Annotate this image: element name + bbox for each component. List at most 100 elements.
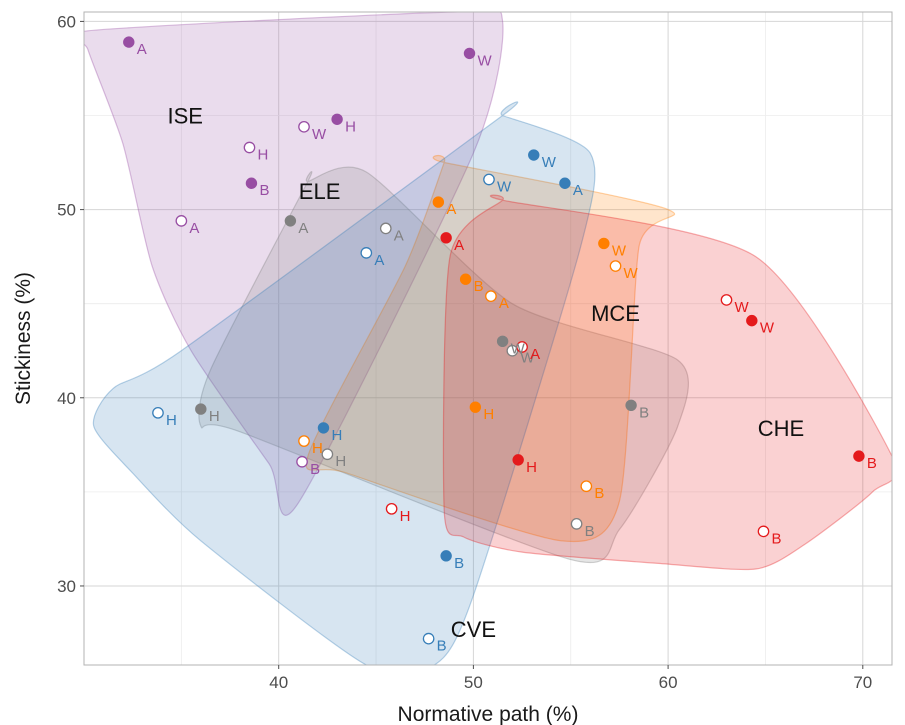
data-point — [360, 247, 373, 259]
point-label: H — [526, 459, 537, 476]
data-point — [298, 435, 310, 447]
data-point — [516, 341, 528, 353]
data-point — [175, 215, 188, 227]
data-point — [746, 314, 758, 327]
data-point — [528, 149, 540, 161]
group-label-cve: CVE — [451, 617, 496, 642]
x-tick-label: 60 — [659, 673, 678, 692]
x-tick-label: 50 — [464, 673, 483, 692]
data-point — [469, 401, 482, 413]
data-point — [580, 480, 593, 493]
hull-che — [442, 194, 892, 571]
point-label: W — [624, 265, 639, 282]
point-label: B — [437, 638, 447, 655]
x-tick-label: 70 — [853, 673, 872, 692]
point-label: A — [137, 41, 147, 58]
data-point — [331, 113, 343, 125]
data-points — [123, 36, 865, 645]
data-point — [298, 120, 310, 133]
point-label: B — [585, 523, 595, 540]
data-point — [485, 290, 497, 303]
point-label: H — [400, 508, 411, 525]
point-label: W — [497, 178, 512, 195]
data-point — [440, 550, 452, 562]
point-label: A — [499, 295, 509, 312]
data-point — [757, 525, 770, 538]
point-label: H — [257, 146, 268, 163]
point-label: B — [474, 278, 484, 295]
point-label: B — [867, 455, 877, 472]
y-tick-label: 40 — [57, 389, 76, 408]
point-label: B — [454, 555, 464, 572]
x-tick-label: 40 — [269, 673, 288, 692]
y-tick-label: 30 — [57, 577, 76, 596]
hull-ele — [198, 166, 689, 564]
panel-border — [83, 11, 893, 666]
point-label: H — [483, 406, 494, 423]
point-label: W — [612, 242, 627, 259]
data-point — [559, 177, 571, 189]
data-point — [296, 455, 308, 468]
point-label: A — [454, 237, 464, 254]
point-label: B — [259, 182, 269, 199]
data-point — [195, 403, 207, 415]
group-labels: ISE ELE MCE CVE CHE — [168, 104, 805, 643]
y-tick-label: 60 — [57, 12, 76, 31]
y-tick-label: 50 — [57, 201, 76, 220]
point-label: B — [639, 404, 649, 421]
data-point — [483, 173, 495, 186]
point-label: A — [189, 220, 199, 237]
data-point — [506, 344, 519, 357]
grid — [83, 12, 892, 665]
point-label: W — [478, 52, 493, 69]
point-label: W — [760, 320, 775, 337]
group-label-ise: ISE — [168, 104, 203, 129]
data-point — [598, 237, 610, 250]
data-point — [422, 632, 435, 645]
point-label: A — [374, 252, 384, 269]
group-label-ele: ELE — [299, 179, 341, 204]
data-point — [570, 518, 583, 530]
data-point — [496, 335, 509, 348]
group-hulls — [84, 12, 892, 665]
x-axis-title: Normative path (%) — [398, 703, 579, 725]
point-label: H — [209, 408, 220, 425]
point-label: W — [520, 350, 535, 367]
hull-cve — [92, 101, 596, 665]
data-point — [432, 196, 445, 208]
data-point — [440, 232, 452, 244]
point-label: A — [530, 346, 540, 363]
point-label: A — [573, 182, 583, 199]
point-label: A — [446, 201, 456, 218]
point-label: H — [312, 440, 323, 457]
point-label: B — [310, 461, 320, 478]
point-label: W — [735, 299, 750, 316]
axis-ticks: 40 50 60 70 30 40 50 60 — [57, 12, 872, 692]
point-label: H — [345, 118, 356, 135]
point-label: W — [511, 340, 526, 357]
point-label: H — [166, 412, 177, 429]
data-point — [385, 502, 398, 515]
data-point — [317, 422, 330, 434]
data-point — [512, 454, 524, 466]
data-point — [853, 450, 865, 462]
data-point — [625, 399, 637, 412]
data-point — [459, 273, 472, 285]
point-label: B — [771, 530, 781, 547]
data-point — [243, 141, 256, 154]
group-label-che: CHE — [758, 416, 804, 441]
data-point — [609, 260, 622, 272]
group-label-mce: MCE — [591, 301, 640, 326]
data-point — [379, 222, 392, 235]
point-label: A — [298, 220, 308, 237]
point-label: B — [594, 485, 604, 502]
point-label: W — [542, 154, 557, 171]
y-axis-title: Stickiness (%) — [12, 272, 35, 405]
hull-mce — [305, 154, 676, 543]
data-point — [720, 294, 733, 306]
data-point — [152, 406, 164, 419]
data-point — [284, 215, 297, 227]
point-label: H — [331, 427, 342, 444]
data-point — [463, 47, 476, 60]
